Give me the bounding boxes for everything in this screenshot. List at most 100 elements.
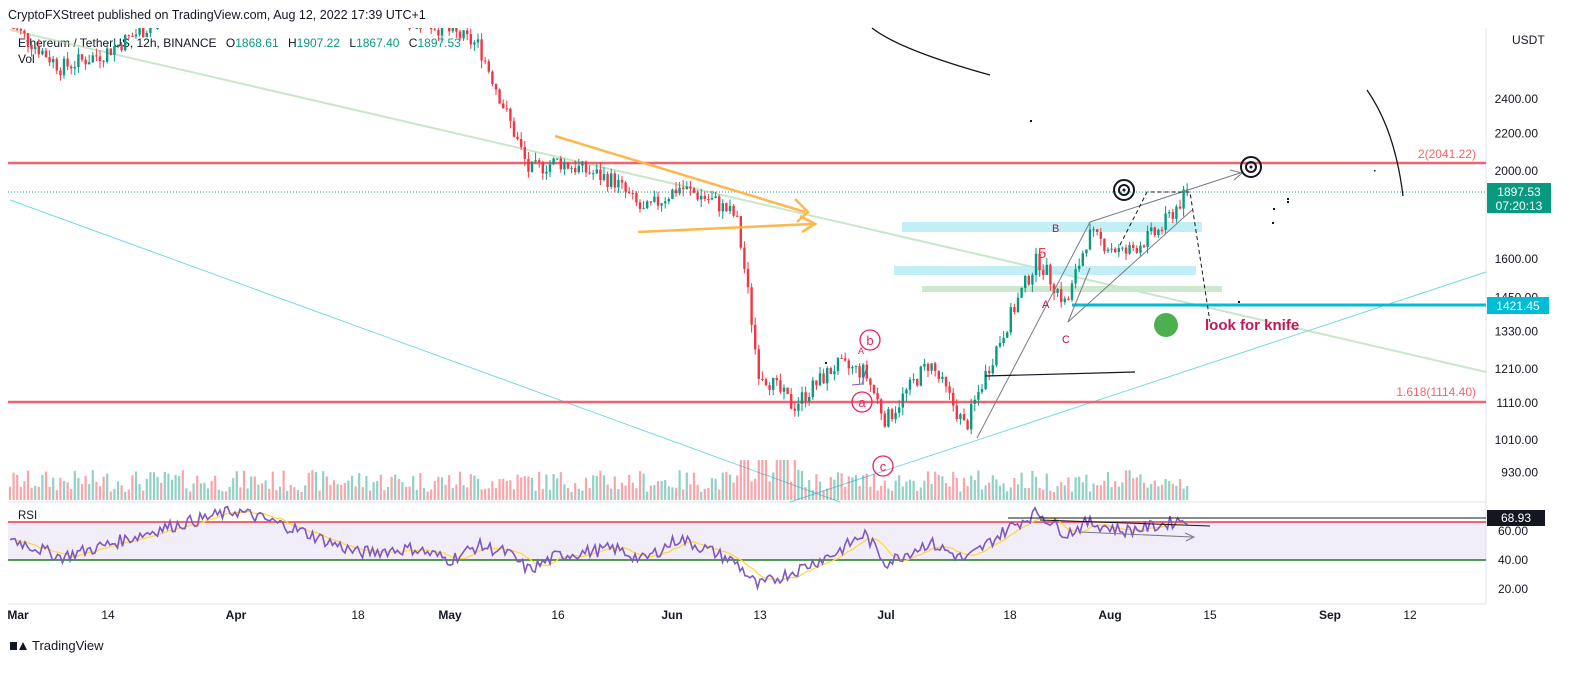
fib-1618-label: 1.618(1114.40) <box>1396 385 1476 399</box>
triangle-upper-edge <box>554 134 806 214</box>
candle-body <box>95 55 98 57</box>
candle-body <box>12 28 15 29</box>
volume-bar <box>268 488 271 500</box>
volume-bar <box>505 480 508 500</box>
volume-bar <box>804 487 807 500</box>
volume-bar <box>703 488 706 500</box>
volume-bar <box>80 484 84 500</box>
candle-body <box>1088 229 1092 250</box>
volume-bar <box>660 481 663 500</box>
candle-body <box>847 360 850 369</box>
wave-circle-a: a <box>851 391 873 413</box>
candle-countdown: 07:20:13 <box>1496 199 1543 213</box>
volume-bar <box>563 484 566 500</box>
candle-body <box>26 33 30 46</box>
candle-body <box>16 28 19 30</box>
candle-body <box>106 48 109 62</box>
volume-bar <box>394 474 397 500</box>
candle-body <box>484 60 487 62</box>
volume-bar <box>332 480 336 500</box>
candle-body <box>732 205 735 216</box>
price-tick-label: 1010.00 <box>1495 433 1539 447</box>
volume-bar <box>55 490 58 500</box>
volume-bar <box>923 480 926 500</box>
volume-bar <box>714 478 717 500</box>
candle-body <box>1038 253 1041 271</box>
candle-body <box>512 121 516 137</box>
candle-body <box>131 35 134 37</box>
candle-body <box>901 393 904 408</box>
candle-body <box>88 62 91 65</box>
candle-body <box>631 192 634 194</box>
volume-bar <box>1009 487 1012 500</box>
candle-body <box>1016 297 1020 312</box>
volume-bar <box>185 488 188 500</box>
volume-bar <box>84 475 87 500</box>
candle-body <box>642 208 645 210</box>
volume-bar <box>444 484 447 500</box>
volume-bar <box>566 488 570 500</box>
volume-bar <box>167 473 170 500</box>
volume-bar <box>815 474 818 500</box>
volume-bar <box>1128 470 1131 500</box>
candle-body <box>718 196 721 212</box>
candle-body <box>595 169 598 174</box>
volume-bar <box>998 485 1002 500</box>
wedge-arrow-head <box>1229 169 1244 181</box>
volume-bar <box>106 473 109 500</box>
volume-bar <box>149 472 152 500</box>
volume-bar <box>761 460 764 500</box>
target-icon <box>1240 156 1262 178</box>
candle-body <box>134 34 138 37</box>
wave-label-small-a: A <box>858 346 864 356</box>
candle-body <box>516 136 519 140</box>
candle-body <box>1135 248 1138 253</box>
candle-body <box>455 28 458 32</box>
volume-bar <box>448 475 451 500</box>
candle-body <box>1153 227 1156 236</box>
volume-bar <box>649 485 652 500</box>
volume-bar <box>552 474 555 500</box>
volume-bar <box>520 477 523 500</box>
volume-bar <box>196 475 199 500</box>
volume-bar <box>595 475 598 500</box>
time-tick-label: Mar <box>7 608 29 622</box>
candle-body <box>1067 298 1070 300</box>
volume-bar <box>98 486 102 500</box>
candle-body <box>44 50 48 58</box>
volume-bar <box>696 484 699 500</box>
volume-bar <box>908 479 912 500</box>
candle-body <box>883 413 886 427</box>
price-tick-label: 2000.00 <box>1495 164 1539 178</box>
volume-bar <box>732 482 735 500</box>
candle-body <box>577 165 580 173</box>
symbol-title[interactable]: Ethereum / TetherUS, 12h, BINANCE <box>18 36 217 50</box>
candle-body <box>1106 249 1110 252</box>
volume-bar <box>30 487 33 500</box>
volume-bar <box>862 475 865 500</box>
price-tick-label: 1330.00 <box>1495 325 1539 339</box>
time-tick-label: 16 <box>551 608 565 622</box>
time-tick-label: 15 <box>1203 608 1217 622</box>
volume-bar <box>610 488 613 500</box>
candle-body <box>912 379 915 381</box>
candle-body <box>890 409 894 420</box>
tradingview-footer[interactable]: TradingView <box>10 638 104 653</box>
high-label: H <box>287 36 297 50</box>
candles <box>12 28 1189 435</box>
candle-body <box>1160 229 1164 231</box>
volume-bar <box>674 488 678 500</box>
volume-bar <box>847 476 850 500</box>
candle-body <box>685 186 688 190</box>
volume-bar <box>1121 482 1124 500</box>
volume-bar <box>203 482 206 500</box>
volume-bar <box>606 484 609 500</box>
volume-bar <box>365 475 368 500</box>
candle-body <box>530 161 534 172</box>
volume-bar <box>404 486 408 500</box>
volume-bar <box>678 470 681 500</box>
volume-bar <box>455 484 458 500</box>
volume-bar <box>473 475 476 500</box>
volume-bar <box>376 481 379 500</box>
